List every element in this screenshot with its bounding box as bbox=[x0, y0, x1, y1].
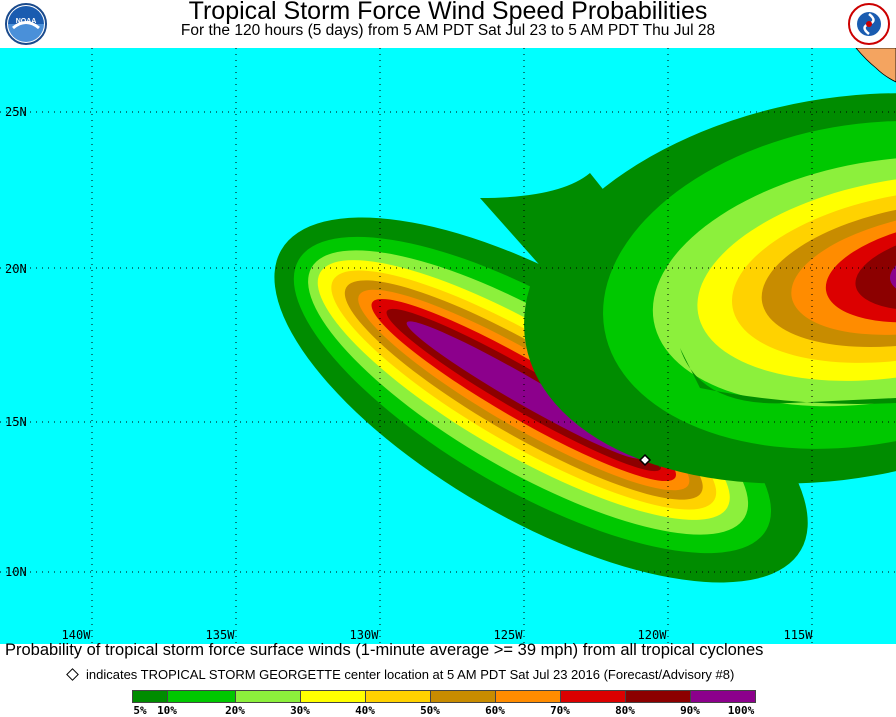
legend-label: 5% bbox=[133, 704, 147, 717]
noaa-logo: NOAA bbox=[5, 3, 47, 45]
legend-label: 20% bbox=[225, 704, 245, 717]
page-subtitle: For the 120 hours (5 days) from 5 AM PDT… bbox=[180, 22, 716, 39]
legend-swatch bbox=[495, 690, 561, 703]
legend-swatch bbox=[690, 690, 756, 703]
lon-label-120w: 120W bbox=[638, 628, 668, 642]
probability-map: 25N 20N 15N 10N 140W 135W 130W 125W 120W… bbox=[0, 48, 896, 644]
legend-swatch bbox=[365, 690, 431, 703]
header: NOAA Tropical Storm Force Wind Speed Pro… bbox=[0, 0, 896, 48]
land-mass bbox=[855, 48, 896, 83]
legend-swatch bbox=[625, 690, 691, 703]
page-title: Tropical Storm Force Wind Speed Probabil… bbox=[188, 0, 708, 25]
lat-label-15n: 15N bbox=[5, 415, 27, 429]
legend-label: 60% bbox=[485, 704, 505, 717]
legend-label: 30% bbox=[290, 704, 310, 717]
legend-label: 70% bbox=[550, 704, 570, 717]
legend-labels: 5% 10% 20% 30% 40% 50% 60% 70% 80% 90% 100% bbox=[0, 704, 896, 717]
svg-text:NOAA: NOAA bbox=[16, 18, 37, 25]
lat-label-10n: 10N bbox=[5, 565, 27, 579]
footer-marker-text: indicates TROPICAL STORM GEORGETTE cente… bbox=[86, 667, 735, 682]
lon-label-140w: 140W bbox=[62, 628, 92, 642]
legend-label: 90% bbox=[680, 704, 700, 717]
footer-description: Probability of tropical storm force surf… bbox=[5, 641, 764, 659]
legend-swatch bbox=[430, 690, 496, 703]
lon-label-130w: 130W bbox=[350, 628, 380, 642]
legend-swatch bbox=[132, 690, 168, 703]
legend-swatch bbox=[300, 690, 366, 703]
map-canvas: 25N 20N 15N 10N 140W 135W 130W 125W 120W… bbox=[0, 48, 896, 644]
footer-marker-note: indicates TROPICAL STORM GEORGETTE cente… bbox=[66, 667, 735, 682]
legend-label: 50% bbox=[420, 704, 440, 717]
legend-swatch bbox=[560, 690, 626, 703]
lon-label-125w: 125W bbox=[494, 628, 524, 642]
diamond-icon bbox=[66, 668, 79, 681]
lat-label-25n: 25N bbox=[5, 105, 27, 119]
legend-label: 80% bbox=[615, 704, 635, 717]
legend-label: 10% bbox=[157, 704, 177, 717]
lat-label-20n: 20N bbox=[5, 262, 27, 276]
legend-swatch bbox=[235, 690, 301, 703]
color-legend bbox=[132, 690, 756, 703]
lon-label-115w: 115W bbox=[784, 628, 814, 642]
storm-center-marker bbox=[638, 453, 652, 467]
legend-swatch bbox=[167, 690, 236, 703]
lon-label-135w: 135W bbox=[206, 628, 236, 642]
legend-label: 100% bbox=[727, 704, 755, 717]
legend-label: 40% bbox=[355, 704, 375, 717]
nws-logo bbox=[848, 3, 890, 45]
